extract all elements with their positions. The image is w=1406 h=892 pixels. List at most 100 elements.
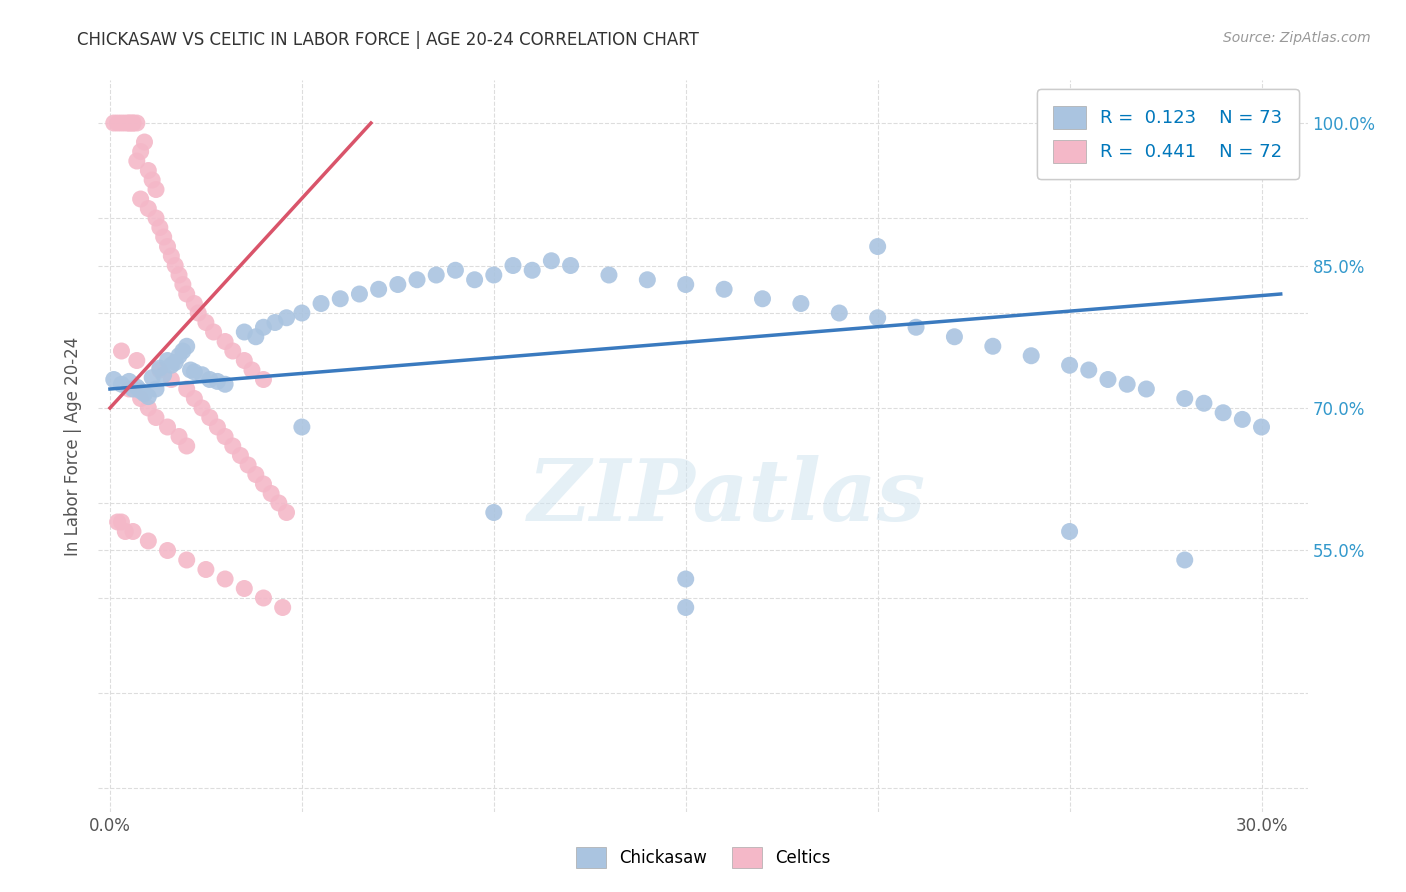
Point — [207, 375, 229, 389]
Point — [1097, 372, 1119, 386]
Point — [165, 259, 187, 273]
Point — [110, 116, 132, 130]
Point — [136, 533, 159, 548]
Point — [149, 363, 172, 377]
Point — [122, 524, 145, 539]
Point — [136, 163, 159, 178]
Point — [110, 377, 132, 392]
Point — [176, 382, 198, 396]
Point — [1174, 553, 1197, 567]
Point — [387, 277, 409, 292]
Point — [905, 320, 928, 334]
Point — [522, 263, 544, 277]
Point — [167, 349, 190, 363]
Point — [141, 173, 163, 187]
Point — [329, 292, 352, 306]
Point — [1019, 349, 1042, 363]
Point — [191, 368, 214, 382]
Point — [176, 553, 198, 567]
Point — [751, 292, 773, 306]
Point — [125, 116, 148, 130]
Point — [129, 145, 152, 159]
Point — [114, 116, 136, 130]
Point — [349, 287, 371, 301]
Point — [1192, 396, 1215, 410]
Point — [214, 377, 236, 392]
Point — [540, 253, 562, 268]
Point — [252, 591, 274, 605]
Text: Source: ZipAtlas.com: Source: ZipAtlas.com — [1223, 31, 1371, 45]
Point — [149, 361, 172, 376]
Point — [122, 116, 145, 130]
Point — [152, 368, 174, 382]
Point — [675, 572, 697, 586]
Point — [180, 363, 202, 377]
Point — [141, 370, 163, 384]
Point — [276, 310, 298, 325]
Point — [1174, 392, 1197, 406]
Point — [118, 116, 141, 130]
Point — [145, 211, 167, 225]
Y-axis label: In Labor Force | Age 20-24: In Labor Force | Age 20-24 — [65, 336, 83, 556]
Point — [214, 334, 236, 349]
Point — [191, 401, 214, 415]
Point — [125, 154, 148, 169]
Point — [198, 410, 221, 425]
Point — [172, 277, 194, 292]
Point — [245, 467, 267, 482]
Point — [245, 330, 267, 344]
Text: ZIPatlas: ZIPatlas — [529, 456, 927, 539]
Point — [214, 429, 236, 443]
Point — [1116, 377, 1139, 392]
Point — [156, 543, 179, 558]
Point — [165, 355, 187, 369]
Point — [176, 439, 198, 453]
Point — [229, 449, 252, 463]
Point — [236, 458, 259, 472]
Point — [222, 439, 245, 453]
Point — [136, 390, 159, 404]
Point — [103, 372, 125, 386]
Point — [145, 382, 167, 396]
Point — [202, 325, 225, 339]
Point — [134, 135, 156, 149]
Point — [222, 344, 245, 359]
Point — [129, 392, 152, 406]
Point — [118, 116, 141, 130]
Point — [110, 344, 132, 359]
Point — [1059, 524, 1081, 539]
Point — [981, 339, 1004, 353]
Point — [252, 320, 274, 334]
Point — [160, 249, 183, 263]
Point — [136, 202, 159, 216]
Point — [790, 296, 813, 310]
Point — [276, 506, 298, 520]
Point — [125, 380, 148, 394]
Point — [183, 392, 205, 406]
Point — [160, 372, 183, 386]
Point — [156, 353, 179, 368]
Point — [713, 282, 735, 296]
Point — [866, 310, 889, 325]
Point — [183, 365, 205, 379]
Point — [110, 515, 132, 529]
Point — [1232, 412, 1254, 426]
Point — [172, 344, 194, 359]
Point — [118, 375, 141, 389]
Point — [194, 316, 217, 330]
Point — [367, 282, 389, 296]
Point — [1250, 420, 1272, 434]
Point — [207, 420, 229, 434]
Point — [444, 263, 467, 277]
Point — [107, 116, 129, 130]
Point — [156, 239, 179, 253]
Point — [828, 306, 851, 320]
Point — [183, 296, 205, 310]
Point — [103, 116, 125, 130]
Point — [145, 410, 167, 425]
Point — [866, 239, 889, 253]
Point — [114, 524, 136, 539]
Point — [464, 273, 486, 287]
Point — [134, 386, 156, 401]
Point — [309, 296, 332, 310]
